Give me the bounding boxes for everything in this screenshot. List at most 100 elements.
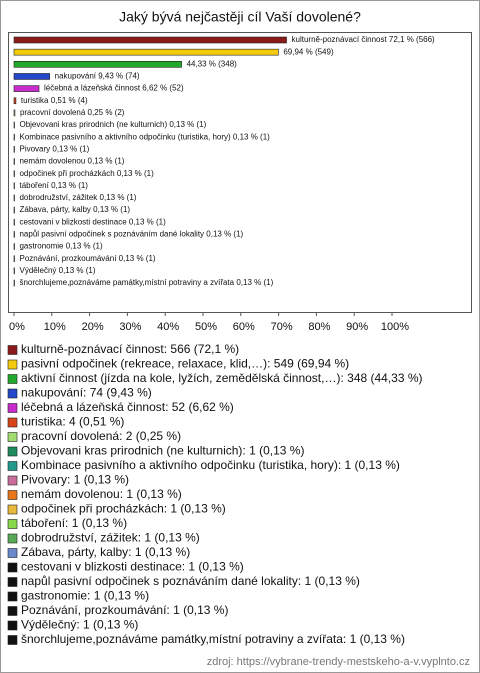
legend-swatch xyxy=(7,577,18,587)
legend-label: pracovní dovolená: 2 (0,25 %) xyxy=(21,429,181,443)
value-label: gastronomie 0,13 % (1) xyxy=(19,242,102,251)
legend-label: kulturně-poznávací činnost: 566 (72,1 %) xyxy=(21,342,239,356)
bar xyxy=(13,36,287,44)
bar xyxy=(13,243,15,250)
legend-label: cestovani v blizkosti destinace: 1 (0,13… xyxy=(21,560,244,574)
legend-swatch xyxy=(7,504,18,515)
legend-swatch xyxy=(7,562,18,573)
legend-swatch xyxy=(7,548,18,558)
legend-swatch xyxy=(7,620,18,631)
x-tick-label: 60% xyxy=(233,321,255,333)
value-label: dobrodružství, zážitek 0,13 % (1) xyxy=(19,193,136,202)
legend-label: odpočinek při procházkách: 1 (0,13 %) xyxy=(21,502,226,516)
legend-swatch xyxy=(7,519,18,529)
value-label: Poznávání, prozkoumávání 0,13 % (1) xyxy=(19,254,155,263)
legend-swatch xyxy=(7,417,18,428)
x-tick-label: 80% xyxy=(308,321,330,333)
legend-label: napůl pasivní odpočinek s poznáváním dan… xyxy=(21,574,360,588)
legend-label: Výdělečný: 1 (0,13 %) xyxy=(21,618,138,632)
legend-swatch xyxy=(7,446,18,457)
legend-swatch xyxy=(7,388,18,399)
value-label: Kombinace pasivního a aktivního odpočink… xyxy=(19,132,270,141)
chart-title: Jaký bývá nejčastěji cíl Vaší dovolené? xyxy=(119,9,361,25)
legend-swatch xyxy=(7,606,18,616)
legend-swatch xyxy=(7,345,18,355)
value-label: Výdělečný 0,13 % (1) xyxy=(19,266,95,275)
legend-swatch xyxy=(7,635,18,645)
x-tick-label: 90% xyxy=(346,321,368,333)
value-label: 44,33 % (348) xyxy=(187,59,238,68)
x-tick-label: 20% xyxy=(82,321,104,333)
x-tick-label: 50% xyxy=(195,321,217,333)
value-label: pracovní dovolená 0,25 % (2) xyxy=(20,108,125,117)
source: zdroj: https://vybrane-trendy-mestskeho-… xyxy=(207,656,470,668)
legend-label: Pivovary: 1 (0,13 %) xyxy=(21,473,129,487)
bar xyxy=(13,231,15,238)
value-label: šnorchlujeme,poznáváme památky,místní po… xyxy=(19,278,273,287)
legend-label: Objevovani kras prirodnich (ne kulturnic… xyxy=(21,444,304,458)
value-label: napůl pasivní odpočinek s poznáváním dan… xyxy=(19,230,243,239)
legend-label: nemám dovolenou: 1 (0,13 %) xyxy=(21,487,182,501)
value-label: cestovani v blizkosti destinace 0,13 % (… xyxy=(19,217,166,226)
bar xyxy=(13,109,16,117)
legend-swatch xyxy=(7,461,18,471)
bar xyxy=(13,158,15,165)
x-tick-label: 100% xyxy=(381,321,409,333)
value-label: 69,94 % (549) xyxy=(283,47,334,56)
x-tick-label: 10% xyxy=(44,321,66,333)
bar xyxy=(13,60,182,68)
bar xyxy=(13,170,15,177)
legend-label: šnorchlujeme,poznáváme památky,místní po… xyxy=(21,632,405,646)
legend-swatch xyxy=(7,403,18,413)
legend-label: léčebná a lázeňská činnost: 52 (6,62 %) xyxy=(21,400,234,414)
bar xyxy=(13,194,15,202)
legend-label: Zábava, párty, kalby: 1 (0,13 %) xyxy=(21,545,190,559)
bar xyxy=(13,267,15,275)
x-tick-label: 70% xyxy=(271,321,293,333)
x-tick-label: 0% xyxy=(9,321,25,333)
bar xyxy=(13,97,17,105)
value-label: turistika 0,51 % (4) xyxy=(21,96,88,105)
legend-label: turistika: 4 (0,51 %) xyxy=(21,415,124,429)
legend-swatch xyxy=(7,533,18,544)
bar xyxy=(13,218,15,226)
bar xyxy=(13,133,15,141)
legend-label: nakupování: 74 (9,43 %) xyxy=(21,386,152,400)
bar xyxy=(13,255,15,262)
legend-label: aktivní činnost (jízda na kole, lyžích, … xyxy=(21,371,423,385)
legend-swatch xyxy=(7,359,18,370)
value-label: odpočinek při procházkách 0,13 % (1) xyxy=(19,169,154,178)
x-tick-label: 30% xyxy=(119,321,141,333)
bar xyxy=(13,146,15,153)
legend-swatch xyxy=(7,490,18,500)
value-label: Zábava, párty, kalby 0,13 % (1) xyxy=(19,205,130,214)
value-label: Pivovary 0,13 % (1) xyxy=(19,144,89,153)
value-label: nemám dovolenou 0,13 % (1) xyxy=(19,157,124,166)
bar xyxy=(13,121,15,129)
legend-label: Poznávání, prozkoumávání: 1 (0,13 %) xyxy=(21,603,228,617)
plot-area xyxy=(8,32,472,313)
bar xyxy=(13,206,15,214)
value-label: léčebná a lázeňská činnost 6,62 % (52) xyxy=(44,84,184,93)
value-label: kulturně-poznávací činnost 72,1 % (566) xyxy=(292,35,436,44)
bar xyxy=(13,73,50,80)
legend-label: táboření: 1 (0,13 %) xyxy=(21,516,127,530)
value-label: nakupování 9,43 % (74) xyxy=(55,72,140,81)
legend-label: gastronomie: 1 (0,13 %) xyxy=(21,589,149,603)
legend-swatch xyxy=(7,374,18,384)
bar xyxy=(13,48,279,56)
value-label: táboření 0,13 % (1) xyxy=(19,181,88,190)
legend-label: dobrodružství, zážitek: 1 (0,13 %) xyxy=(21,531,200,545)
bar xyxy=(13,182,15,190)
legend-swatch xyxy=(7,432,18,442)
legend-label: Kombinace pasivního a aktivního odpočink… xyxy=(21,458,400,472)
value-label: Objevovani kras prirodnich (ne kulturnic… xyxy=(19,120,206,129)
x-tick-label: 40% xyxy=(157,321,179,333)
bar xyxy=(13,85,40,92)
legend-swatch xyxy=(7,591,18,602)
legend-label: pasivní odpočinek (rekreace, relaxace, k… xyxy=(21,357,349,371)
legend-swatch xyxy=(7,475,18,486)
bar xyxy=(13,279,15,287)
